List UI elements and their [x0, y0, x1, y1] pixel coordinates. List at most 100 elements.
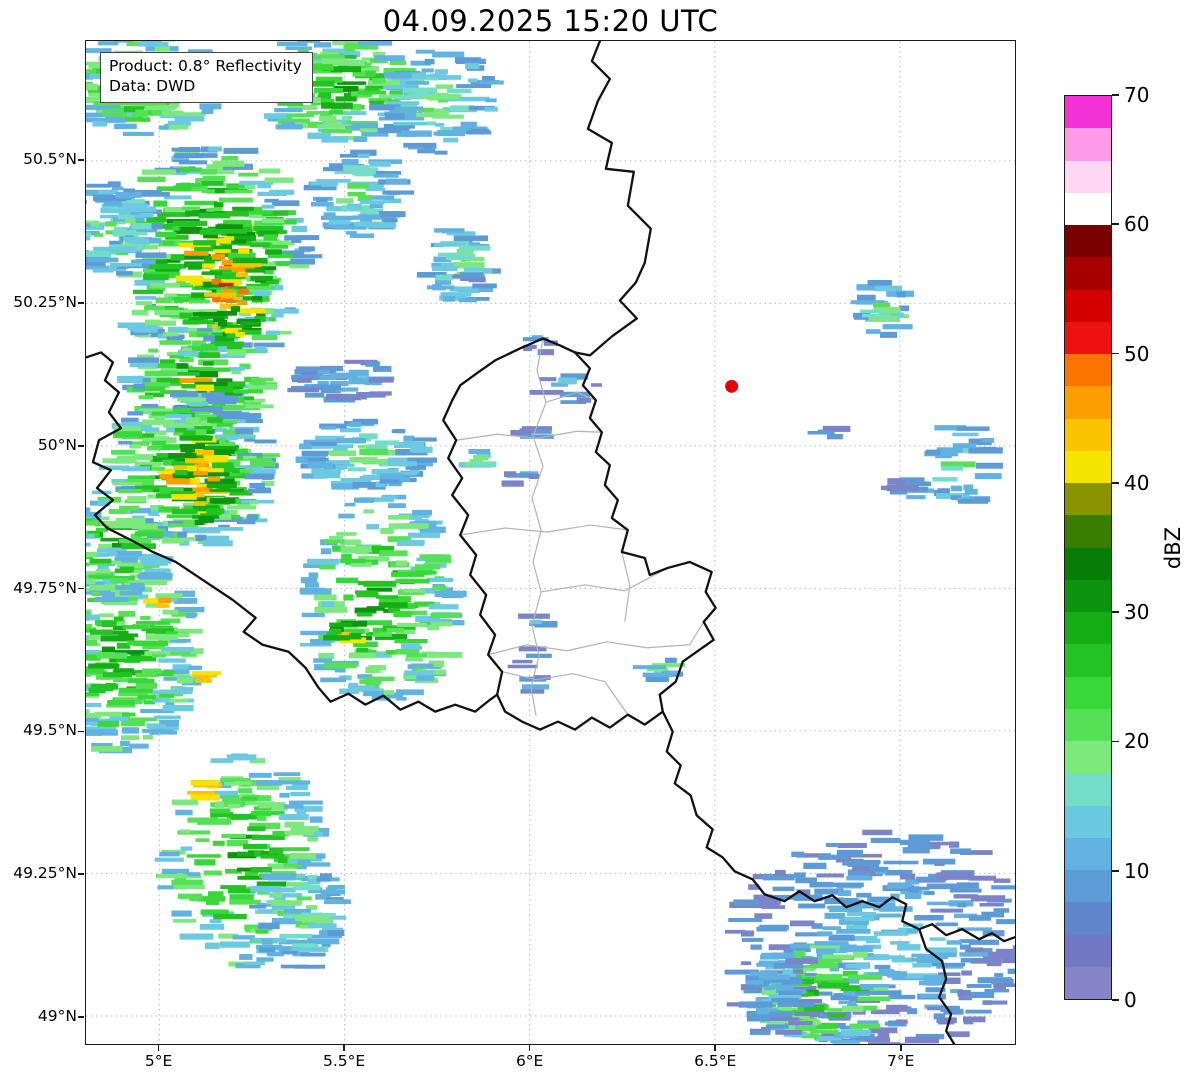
echo-bin: [809, 881, 834, 888]
echo-bin: [137, 376, 173, 383]
echo-bin: [361, 131, 389, 137]
echo-bin: [179, 357, 194, 363]
echo-bin: [94, 516, 110, 521]
echo-bin: [763, 980, 787, 987]
echo-bin: [357, 674, 373, 679]
echo-bin: [284, 235, 301, 241]
echo-bin: [396, 697, 407, 701]
echo-bin: [830, 995, 859, 1001]
echo-bin: [767, 1021, 786, 1026]
echo-bin: [865, 329, 881, 334]
border-west: [86, 351, 499, 713]
echo-bin: [192, 340, 206, 347]
echo-bin: [229, 899, 261, 905]
echo-bin: [725, 929, 746, 934]
echo-bin: [192, 505, 220, 512]
colorbar-segment: [1065, 386, 1111, 419]
echo-bin: [139, 192, 170, 197]
echo-bin: [560, 373, 589, 380]
echo-bin: [273, 895, 286, 902]
echo-bin: [343, 44, 379, 50]
echo-bin: [317, 380, 329, 387]
echo-bin: [818, 853, 830, 860]
echo-bin: [131, 309, 149, 316]
echo-bin: [846, 875, 873, 881]
echo-bin: [86, 571, 102, 577]
echo-bin: [935, 922, 958, 927]
echo-bin: [768, 944, 798, 951]
echo-bin: [327, 884, 345, 890]
echo-bin: [905, 1036, 939, 1044]
echo-bin: [838, 1000, 857, 1005]
colorbar-tick-mark: [1112, 223, 1119, 226]
echo-bin: [453, 235, 489, 242]
echo-bin: [832, 1040, 861, 1044]
echo-bin: [224, 327, 242, 334]
echo-bin: [378, 692, 404, 699]
echo-bin: [221, 833, 247, 838]
colorbar-tick-mark: [1112, 94, 1119, 96]
echo-bin: [167, 326, 189, 333]
colorbar-segment: [1065, 321, 1111, 354]
echo-bin: [795, 1025, 817, 1032]
echo-bin: [173, 918, 197, 923]
echo-bin: [298, 246, 315, 252]
echo-bin: [356, 497, 375, 503]
echo-bin: [327, 450, 353, 455]
colorbar-segment: [1065, 160, 1111, 193]
echo-bin: [141, 427, 158, 432]
echo-bin: [357, 581, 381, 586]
echo-bin: [642, 672, 672, 678]
echo-bin: [124, 117, 151, 122]
echo-bin: [366, 606, 385, 611]
echo-bin: [924, 450, 958, 457]
echo-bin: [482, 76, 495, 81]
echo-bin: [190, 477, 200, 484]
echo-bin: [768, 994, 802, 1000]
echo-bin: [793, 872, 806, 878]
echo-bin: [367, 484, 386, 490]
echo-bin: [226, 840, 249, 847]
echo-bin: [434, 150, 448, 155]
echo-bin: [960, 850, 993, 855]
echo-bin: [194, 285, 211, 290]
echo-bin: [100, 537, 127, 542]
echo-bin: [898, 305, 910, 312]
echo-bin: [841, 1005, 864, 1012]
echo-bin: [199, 230, 226, 235]
echo-bin: [521, 684, 550, 690]
echo-bin: [318, 652, 335, 660]
echo-bin: [772, 886, 795, 892]
echo-bin: [428, 604, 459, 610]
echo-bin: [93, 233, 104, 237]
echo-bin: [803, 862, 827, 869]
echo-bin: [419, 526, 446, 533]
echo-bin: [879, 331, 898, 338]
echo-bin: [816, 1022, 837, 1029]
colorbar-tick-label: 30: [1124, 600, 1150, 625]
echo-bin: [576, 397, 592, 403]
echo-bin: [264, 177, 294, 183]
echo-bin: [86, 96, 95, 104]
echo-bin: [254, 439, 277, 444]
echo-bin: [891, 957, 914, 963]
echo-bin: [173, 597, 198, 604]
echo-bin: [473, 454, 489, 461]
echo-bin: [746, 1015, 769, 1022]
echo-bin: [916, 956, 943, 964]
echo-bin: [833, 993, 850, 997]
echo-bin: [435, 279, 452, 285]
echo-bin: [172, 220, 208, 226]
echo-bin: [245, 268, 266, 273]
echo-bin: [86, 552, 109, 558]
echo-bin: [154, 715, 181, 720]
echo-bin: [384, 113, 405, 120]
echo-bin: [167, 120, 191, 126]
echo-bin: [388, 607, 401, 613]
echo-bin: [194, 519, 205, 526]
echo-bin: [415, 616, 441, 623]
echo-bin: [153, 200, 168, 207]
echo-bin: [993, 983, 1015, 988]
echo-bin: [532, 429, 552, 434]
echo-bin: [122, 191, 143, 198]
